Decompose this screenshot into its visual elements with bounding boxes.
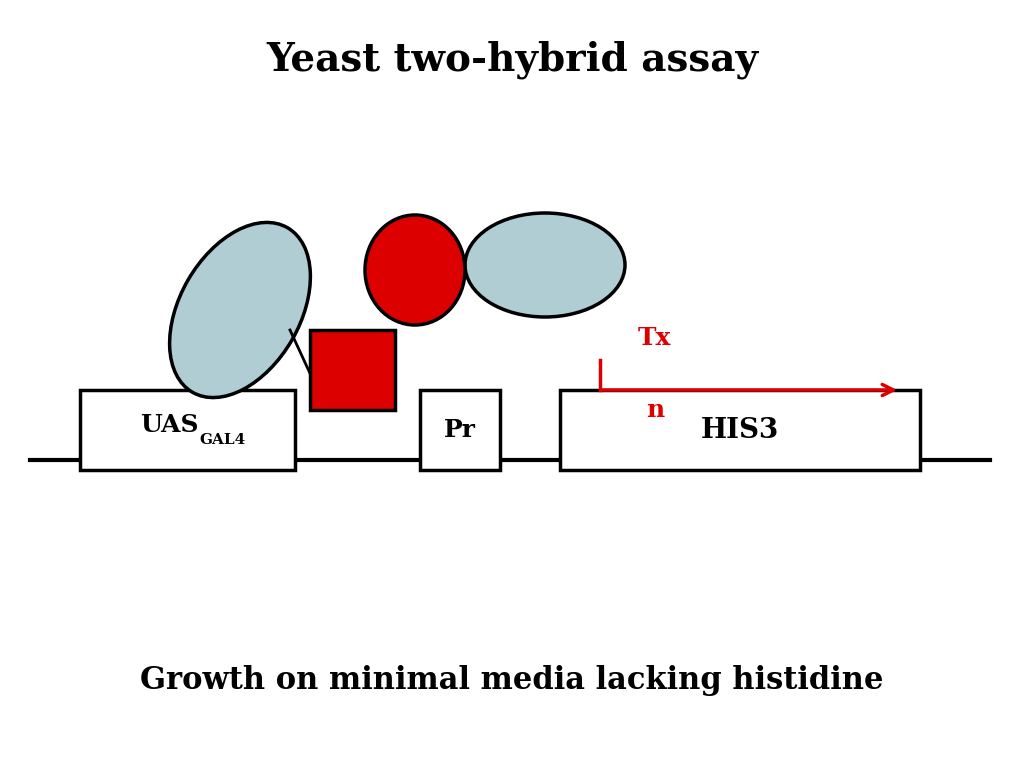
Ellipse shape <box>365 215 465 325</box>
Text: n: n <box>646 398 665 422</box>
Ellipse shape <box>170 223 310 398</box>
FancyBboxPatch shape <box>420 390 500 470</box>
FancyBboxPatch shape <box>310 330 395 410</box>
Text: UAS: UAS <box>140 413 199 437</box>
Text: Gal4 BD: Gal4 BD <box>206 269 264 342</box>
Text: Growth on minimal media lacking histidine: Growth on minimal media lacking histidin… <box>140 664 884 696</box>
Text: A: A <box>407 259 424 281</box>
FancyBboxPatch shape <box>80 390 295 470</box>
Text: Pr: Pr <box>444 418 476 442</box>
Text: GAL4: GAL4 <box>200 433 246 447</box>
Ellipse shape <box>465 213 625 317</box>
Text: Yeast two-hybrid assay: Yeast two-hybrid assay <box>266 41 758 79</box>
Text: YFP: YFP <box>327 358 378 382</box>
FancyBboxPatch shape <box>560 390 920 470</box>
Text: HIS3: HIS3 <box>700 416 779 443</box>
Text: Tx: Tx <box>638 326 672 350</box>
Text: Gal4 AD: Gal4 AD <box>507 257 583 273</box>
